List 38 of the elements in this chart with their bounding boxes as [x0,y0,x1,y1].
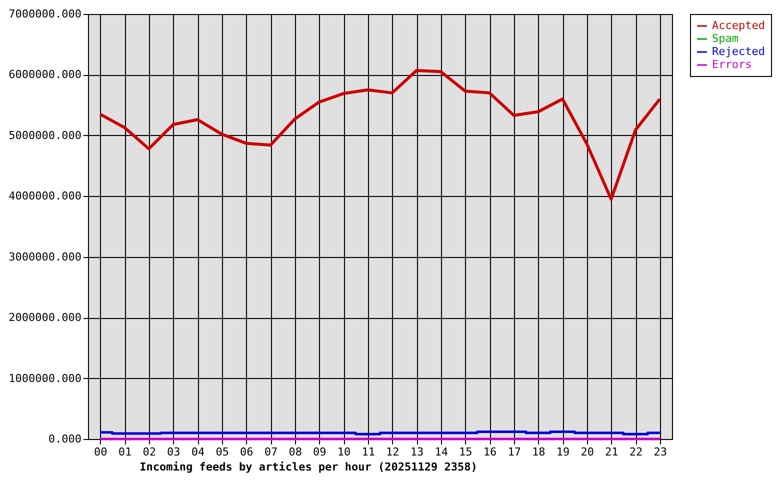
x-tick-label: 06 [240,446,254,458]
y-tick-label: 4000000.000 [8,190,82,203]
y-tick-label: 2000000.000 [8,311,82,324]
x-tick-label: 05 [216,446,229,458]
legend-label: Errors [712,58,752,71]
y-tick-label: 0.000 [48,432,82,446]
x-tick-label: 03 [167,446,180,458]
x-tick-label: 14 [434,446,448,458]
legend-label: Accepted [712,19,765,32]
x-tick-label: 22 [629,446,643,458]
legend-label: Rejected [712,45,765,58]
x-tick-label: 04 [191,446,205,458]
x-tick-label: 17 [508,446,521,458]
x-tick-label: 01 [118,446,132,458]
x-tick-label: 00 [94,446,108,458]
legend-label: Spam [712,32,739,45]
x-tick-label: 21 [605,446,618,458]
x-tick-label: 18 [532,446,546,458]
x-tick-label: 16 [483,446,497,458]
y-tick-label: 6000000.000 [8,68,82,82]
x-tick-label: 20 [580,446,594,458]
y-tick-label: 3000000.000 [8,250,82,264]
line-series [98,68,662,201]
x-tick-label: 10 [337,446,351,458]
x-tick-label: 08 [288,446,302,458]
x-tick-label: 13 [410,446,424,458]
x-axis-title: Incoming feeds by articles per hour (20251129 2358) [140,460,478,474]
x-tick-label: 12 [386,446,400,458]
x-tick-label: 19 [556,446,570,458]
x-tick-label: 02 [142,446,156,458]
y-tick-label: 1000000.000 [8,372,82,385]
x-tick-label: 23 [654,446,667,458]
x-tick-label: 09 [313,446,326,458]
x-tick-label: 07 [264,446,278,458]
x-tick-label: 11 [362,446,375,458]
y-tick-label: 7000000.000 [8,8,82,20]
y-tick-label: 5000000.000 [8,128,82,142]
x-tick-label: 15 [459,446,472,458]
